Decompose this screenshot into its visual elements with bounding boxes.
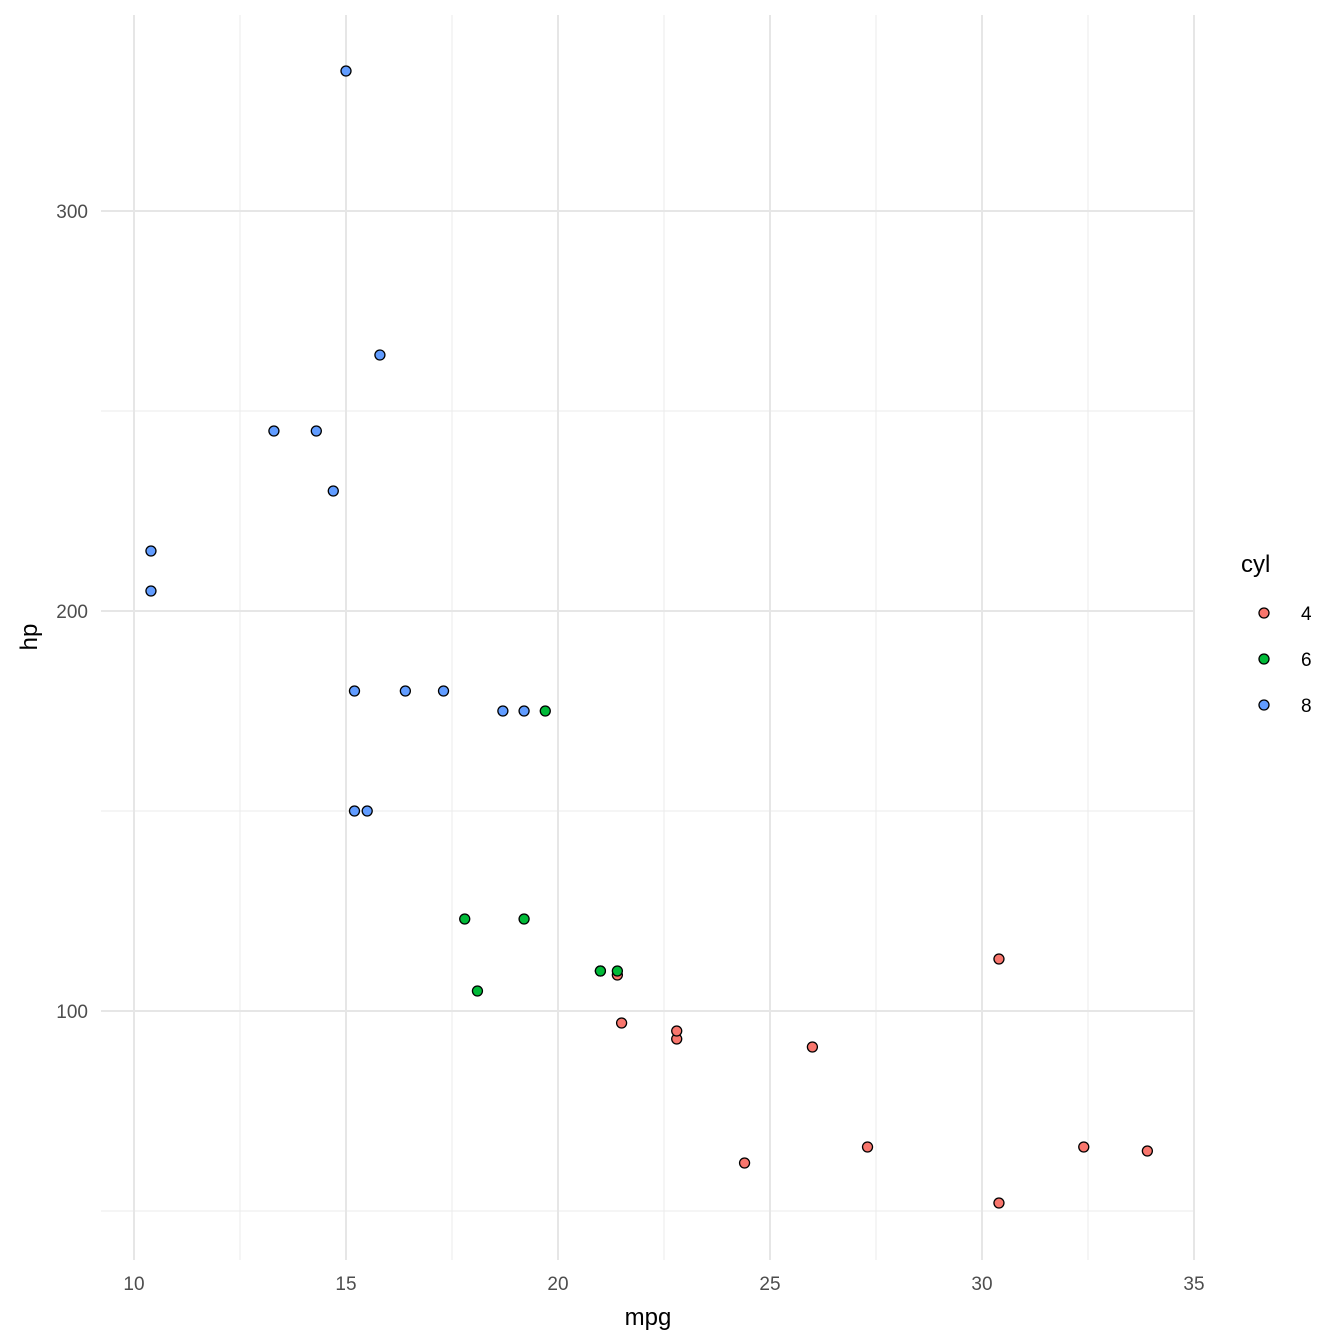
y-tick-label: 100 xyxy=(56,1002,88,1023)
data-point-cyl-8 xyxy=(145,545,157,557)
data-point-cyl-8 xyxy=(374,349,386,361)
data-point-cyl-8 xyxy=(437,685,450,697)
x-tick-label: 10 xyxy=(123,1274,144,1295)
legend-key-4 xyxy=(1258,607,1270,619)
legend-label-6: 6 xyxy=(1301,650,1312,671)
data-point-cyl-8 xyxy=(268,425,280,437)
legend-title: cyl xyxy=(1241,551,1270,578)
legend-label-8: 8 xyxy=(1301,696,1312,717)
data-point-cyl-4 xyxy=(806,1041,819,1053)
y-tick-label: 300 xyxy=(56,202,88,223)
data-point-cyl-6 xyxy=(594,965,607,977)
legend-key-6 xyxy=(1258,653,1270,665)
x-tick-label: 15 xyxy=(335,1274,356,1295)
legend: cyl 4 6 8 xyxy=(1241,551,1312,717)
data-point-cyl-8 xyxy=(518,705,530,717)
data-point-cyl-4 xyxy=(861,1141,874,1153)
x-tick-label: 20 xyxy=(547,1274,568,1295)
x-tick-label: 25 xyxy=(759,1274,780,1295)
data-point-cyl-4 xyxy=(615,1017,628,1029)
data-point-cyl-8 xyxy=(340,65,352,77)
data-point-cyl-8 xyxy=(348,685,361,697)
data-points xyxy=(145,65,1154,1209)
data-point-cyl-4 xyxy=(993,1197,1005,1209)
data-point-cyl-8 xyxy=(145,585,157,597)
data-point-cyl-6 xyxy=(471,985,484,997)
data-point-cyl-8 xyxy=(361,805,373,817)
data-point-cyl-8 xyxy=(497,705,509,717)
data-point-cyl-8 xyxy=(310,425,322,437)
grid-lines xyxy=(101,15,1195,1260)
data-point-cyl-8 xyxy=(399,685,412,697)
y-tick-label: 200 xyxy=(56,602,88,623)
data-point-cyl-6 xyxy=(518,913,530,925)
x-axis-title: mpg xyxy=(625,1304,672,1331)
data-point-cyl-4 xyxy=(1078,1141,1090,1153)
data-point-cyl-8 xyxy=(348,805,361,817)
y-axis-ticks: 100 200 300 xyxy=(56,202,88,1023)
data-point-cyl-6 xyxy=(539,705,551,717)
data-point-cyl-8 xyxy=(327,485,339,497)
x-tick-label: 30 xyxy=(971,1274,992,1295)
data-point-cyl-4 xyxy=(993,953,1005,965)
x-tick-label: 35 xyxy=(1183,1274,1204,1295)
legend-key-8 xyxy=(1258,699,1270,711)
data-point-cyl-6 xyxy=(459,913,471,925)
data-point-cyl-4 xyxy=(1141,1145,1154,1157)
data-point-cyl-4 xyxy=(738,1157,751,1169)
data-point-cyl-4 xyxy=(671,1025,683,1037)
legend-label-4: 4 xyxy=(1301,604,1312,625)
data-point-cyl-6 xyxy=(611,965,624,977)
y-axis-title: hp xyxy=(16,624,43,651)
x-axis-ticks: 10 15 20 25 30 35 xyxy=(123,1274,1204,1295)
